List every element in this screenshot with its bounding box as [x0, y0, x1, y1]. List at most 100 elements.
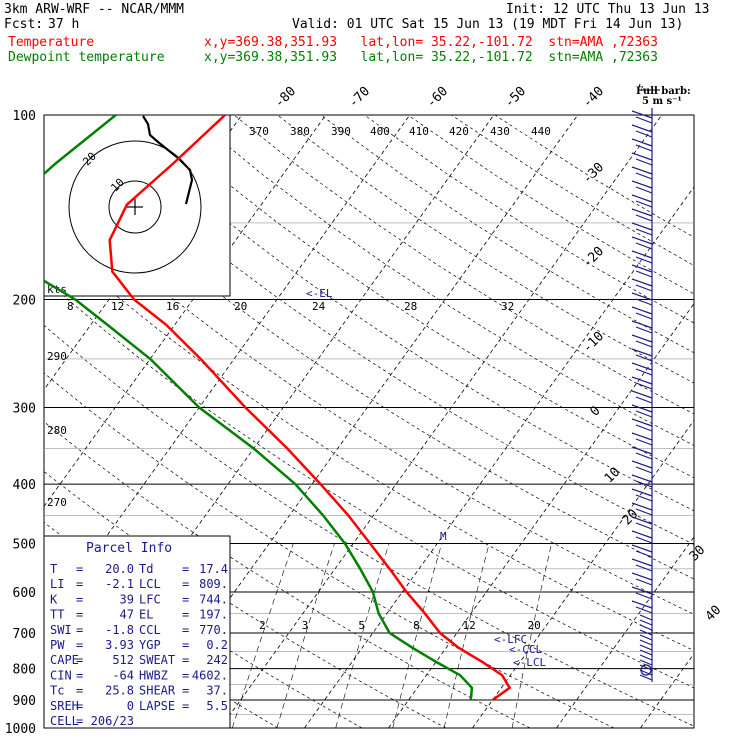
mixing-ratio-3: [276, 543, 335, 728]
wind-barb-flag: [635, 256, 653, 264]
wind-barb-flag: [639, 644, 653, 651]
hodograph-box: [43, 114, 231, 297]
theta-labels: 370 380 390 400 410 420 430 440: [249, 125, 551, 138]
wind-barb-flag: [635, 536, 653, 544]
hodo-speed-label-20: 20: [234, 300, 247, 313]
parcel-key-t: T: [50, 562, 57, 576]
hodograph-trace: [142, 115, 194, 205]
parcel-key-ygp: YGP: [139, 638, 161, 652]
lfc-marker: <-LFC: [494, 633, 527, 646]
theta-left-label-270: 270: [47, 496, 67, 509]
theta-label-390: 390: [331, 125, 351, 138]
wind-barb-flag: [635, 284, 653, 292]
parcel-eq: =: [76, 623, 83, 637]
wind-barb-flag: [635, 480, 653, 488]
parcel-key-cin: CIN: [50, 668, 72, 682]
mixing-ratio-12: [443, 543, 490, 728]
mixing-ratio-labels: 2 3 5 8 12 20: [259, 619, 541, 632]
parcel-value-ccl: 770.: [199, 623, 228, 637]
wind-barb-flag: [635, 200, 653, 208]
dry-adiabat-430: [320, 115, 694, 354]
parcel-eq: =: [76, 684, 83, 698]
parcel-value-td: 17.4: [199, 562, 228, 576]
wind-barb-flag: [635, 382, 653, 390]
wind-barb-flag: [635, 130, 653, 138]
parcel-value-lapse: 5.5: [206, 699, 228, 713]
dry-adiabat-410: [233, 115, 694, 415]
pressure-label-100: 100: [13, 109, 36, 124]
mixing-ratio-label-3: 3: [302, 619, 309, 632]
wind-barb-flag: [639, 639, 653, 646]
pressure-label-700: 700: [13, 627, 36, 642]
dewpoint-trace: [44, 115, 474, 701]
wind-barb-flag: [631, 376, 653, 385]
parcel-key-cape: CAPE: [50, 653, 79, 667]
theta-label-440: 440: [531, 125, 551, 138]
mixing-ratio-label-20: 20: [527, 619, 540, 632]
mixing-ratio-lines: [232, 543, 552, 728]
barb-legend-line1: Full barb:: [636, 86, 691, 97]
wind-barb-flag: [635, 354, 653, 362]
pressure-label-500: 500: [13, 537, 36, 552]
parcel-value-pw: 3.93: [105, 638, 134, 652]
wind-barb-flag: [635, 368, 653, 376]
wind-barb-flag: [639, 614, 653, 621]
isotherm-label--60: -60: [424, 84, 451, 111]
dry-adiabat-330: [44, 277, 694, 689]
pressure-label-600: 600: [13, 586, 36, 601]
wind-barb-flag: [635, 522, 653, 530]
hodograph: [68, 115, 202, 274]
mixing-ratio-label-5: 5: [358, 619, 365, 632]
ccl-marker: <-CCL: [509, 643, 542, 656]
parcel-value-t: 20.0: [105, 562, 134, 576]
wind-barb-flag: [635, 410, 653, 418]
wind-barb-flag: [635, 592, 653, 600]
mixing-ratio-label-2: 2: [259, 619, 266, 632]
wind-barb-flag: [635, 214, 653, 222]
parcel-value-tc: 25.8: [105, 684, 134, 698]
wind-barb-flag: [631, 138, 653, 147]
hodo-speed-label-28: 28: [404, 300, 417, 313]
parcel-value-k: 39: [120, 592, 134, 606]
parcel-value-cell: 206/23: [91, 714, 134, 728]
wind-barb-calm: [640, 664, 652, 676]
pressure-label-200: 200: [13, 294, 36, 309]
wind-barb-flag: [635, 452, 653, 460]
wind-barb-flag: [635, 242, 653, 250]
wind-barb-flag: [635, 144, 653, 152]
parcel-key-lcl: LCL: [139, 577, 161, 591]
hodo-speed-labels: 8 12 16 20 24 28 32: [67, 300, 514, 313]
el-marker: <-EL: [306, 287, 333, 300]
dewpoint-legend-label: Dewpoint temperature: [8, 50, 165, 65]
theta-left-label-280: 280: [47, 424, 67, 437]
parcel-eq: =: [182, 623, 189, 637]
pressure-label-300: 300: [13, 401, 36, 416]
parcel-key-pw: PW: [50, 638, 65, 652]
wind-barb-flag: [631, 250, 653, 259]
wind-barb-flag: [635, 312, 653, 320]
wind-barb-flag: [631, 544, 653, 553]
wind-barb-flag: [639, 624, 653, 631]
wind-barb-flag: [639, 634, 653, 641]
wind-barb-flag: [631, 600, 653, 609]
wind-barb-flag: [635, 298, 653, 306]
isotherm-label--30: -30: [580, 160, 607, 187]
barb-legend-tick: [637, 83, 641, 91]
wind-barb-flag: [631, 292, 653, 301]
wind-barbs: [631, 110, 653, 681]
pressure-label-900: 900: [13, 694, 36, 709]
isotherm-labels-top: -80 -70 -60 -50 -40: [272, 84, 607, 111]
parcel-key-sweat: SWEAT: [139, 653, 175, 667]
wind-barb-flag: [631, 222, 653, 231]
wind-barb-flag: [639, 669, 653, 676]
parcel-eq: =: [182, 653, 189, 667]
parcel-eq: =: [76, 653, 83, 667]
parcel-value-sweat: 242: [206, 653, 228, 667]
wind-barb-flag: [639, 659, 653, 666]
isotherm-40: [640, 652, 694, 728]
wind-barb-flag: [639, 674, 653, 681]
theta-label-400: 400: [370, 125, 390, 138]
hodo-speed-label-8: 8: [67, 300, 74, 313]
parcel-value-sreh: 0: [127, 699, 134, 713]
model-title: 3km ARW-WRF -- NCAR/MMM: [4, 2, 185, 17]
